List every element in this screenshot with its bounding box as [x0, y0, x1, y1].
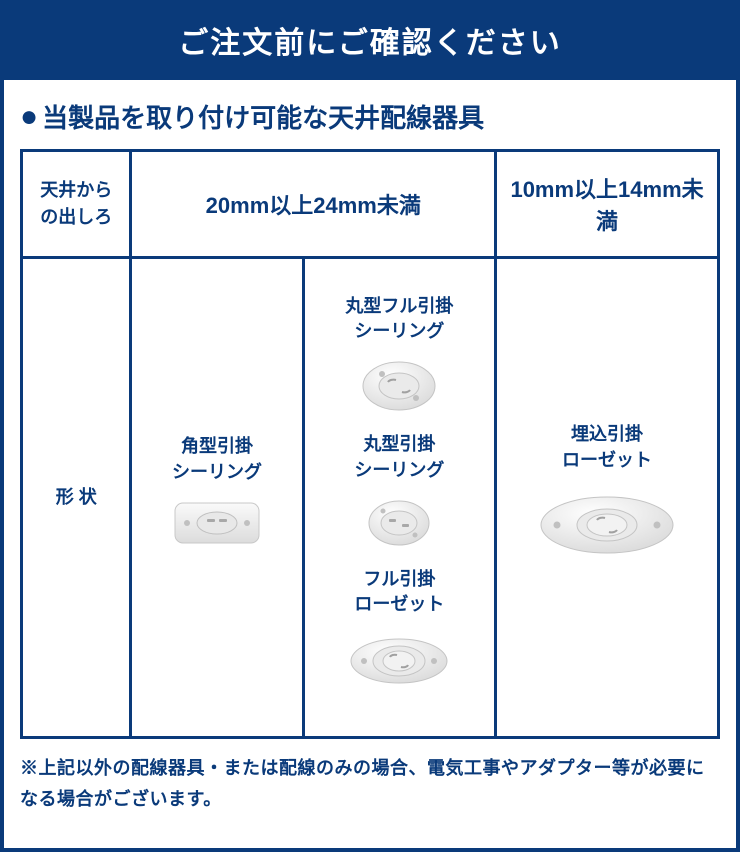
shape-item: フル引掛 ローゼット — [309, 567, 490, 691]
shape-label: 丸型引掛 シーリング — [354, 432, 444, 482]
label-line: シーリング — [354, 460, 444, 480]
label-line: シーリング — [172, 462, 262, 482]
bullet-icon: ● — [20, 100, 38, 134]
row-header-shape: 形 状 — [22, 258, 131, 738]
shape-item: 埋込引掛 ローゼット — [501, 422, 713, 562]
embedded-rosette-icon — [527, 483, 687, 563]
label-line: 丸型フル引掛 — [345, 296, 453, 316]
col-header-20-24: 20mm以上24mm未満 — [131, 151, 496, 258]
label-line: 丸型引掛 — [363, 434, 435, 454]
label-line: ローゼット — [562, 450, 652, 470]
infographic-container: ご注文前にご確認ください ● 当製品を取り付け可能な天井配線器具 天井から の出… — [0, 0, 740, 830]
table-row: 形 状 角型引掛 シーリング — [22, 258, 719, 738]
label-line: シーリング — [354, 321, 444, 341]
round-ceiling-icon — [359, 493, 439, 549]
shape-label: 丸型フル引掛 シーリング — [345, 294, 453, 344]
shape-label: フル引掛 ローゼット — [354, 567, 444, 617]
label-line: 角型引掛 — [181, 436, 253, 456]
shape-cell-round-group: 丸型フル引掛 シーリング — [303, 258, 495, 738]
row-header-line: の出しろ — [40, 207, 112, 227]
subtitle-text: 当製品を取り付け可能な天井配線器具 — [42, 98, 484, 135]
row-header-line: 天井から — [40, 180, 112, 200]
col-header-10-14: 10mm以上14mm未満 — [496, 151, 719, 258]
shape-item: 角型引掛 シーリング — [136, 434, 297, 550]
content-box: ● 当製品を取り付け可能な天井配線器具 天井から の出しろ 20mm以上24mm… — [0, 80, 740, 852]
label-line: 埋込引掛 — [571, 424, 643, 444]
round-full-ceiling-icon — [354, 354, 444, 414]
shape-label: 埋込引掛 ローゼット — [562, 422, 652, 472]
label-line: ローゼット — [354, 594, 444, 614]
header-title: ご注文前にご確認ください — [178, 27, 561, 60]
full-rosette-icon — [344, 627, 454, 691]
shape-item: 丸型引掛 シーリング — [309, 432, 490, 548]
shape-item: 丸型フル引掛 シーリング — [309, 294, 490, 414]
header-banner: ご注文前にご確認ください — [0, 0, 740, 80]
table-row: 天井から の出しろ 20mm以上24mm未満 10mm以上14mm未満 — [22, 151, 719, 258]
shape-cell-square: 角型引掛 シーリング — [131, 258, 303, 738]
subtitle: ● 当製品を取り付け可能な天井配線器具 — [20, 98, 720, 135]
square-ceiling-icon — [167, 495, 267, 551]
shape-label: 角型引掛 シーリング — [172, 434, 262, 484]
compatibility-table: 天井から の出しろ 20mm以上24mm未満 10mm以上14mm未満 形 状 … — [20, 149, 720, 739]
label-line: フル引掛 — [363, 569, 435, 589]
shape-cell-embedded: 埋込引掛 ローゼット — [496, 258, 719, 738]
row-header-protrusion: 天井から の出しろ — [22, 151, 131, 258]
footnote: ※上記以外の配線器具・または配線のみの場合、電気工事やアダプター等が必要になる場… — [20, 753, 720, 814]
